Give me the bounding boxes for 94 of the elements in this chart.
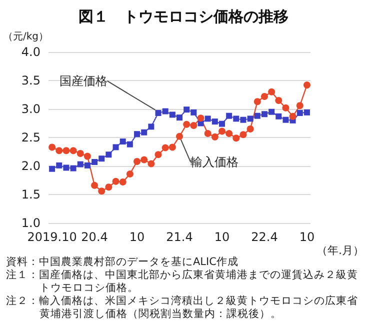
x-tick-label: 22.4 xyxy=(251,230,278,244)
point xyxy=(176,114,183,121)
point xyxy=(254,112,260,119)
point xyxy=(246,125,254,132)
point xyxy=(112,144,119,150)
point xyxy=(184,106,190,113)
point xyxy=(204,130,212,138)
point xyxy=(126,170,134,178)
point xyxy=(92,159,98,166)
point xyxy=(120,138,126,144)
x-tick-label: 21.4 xyxy=(166,230,193,244)
text: 注１：国産価格は、中国東北部から広東省黄埔港までの運賃込み２級黄トウモロコシ価格。 xyxy=(6,269,359,295)
point xyxy=(218,128,226,135)
series-label: 輸入価格 xyxy=(190,154,239,169)
point xyxy=(155,110,162,116)
point xyxy=(162,108,168,114)
point xyxy=(276,113,282,120)
y-tick-label: 1.5 xyxy=(21,188,41,202)
point xyxy=(84,152,91,160)
point xyxy=(56,147,63,154)
x-tick-label: 20.4 xyxy=(81,230,108,244)
point xyxy=(247,116,254,122)
point xyxy=(190,109,197,116)
point xyxy=(70,147,77,154)
point xyxy=(254,98,261,106)
point xyxy=(62,147,70,154)
point xyxy=(134,158,141,165)
point xyxy=(63,164,70,171)
x-tick-label: 10 xyxy=(214,230,230,244)
point xyxy=(84,162,90,168)
point xyxy=(303,82,310,89)
point xyxy=(56,162,62,168)
y-tick-label: 3.0 xyxy=(21,102,41,116)
point xyxy=(48,144,56,151)
point xyxy=(76,150,84,157)
point xyxy=(268,108,275,115)
point xyxy=(112,178,120,185)
y-tick-label: 2.0 xyxy=(21,159,41,173)
point xyxy=(304,109,310,116)
y-tick-label: 4.0 xyxy=(21,45,41,59)
point xyxy=(91,182,98,189)
point xyxy=(282,116,289,123)
x-tick-label: 2019.10 xyxy=(27,230,77,244)
point xyxy=(296,102,304,110)
point xyxy=(282,104,290,112)
point xyxy=(197,114,204,122)
y-tick-label: 3.5 xyxy=(21,74,41,88)
point xyxy=(49,166,56,172)
point xyxy=(154,151,162,158)
point xyxy=(212,118,218,125)
point xyxy=(98,156,105,162)
point xyxy=(168,144,176,151)
point xyxy=(261,111,268,118)
point xyxy=(134,131,140,138)
point xyxy=(141,129,148,136)
text: 注２：輸入価格は、米国メキシコ湾積出し２級黄トウモロコシの広東省黄埔港引渡し価格（関税割当数量内：課税後）。 xyxy=(6,295,359,321)
point xyxy=(190,122,198,130)
point xyxy=(275,96,282,104)
y-axis-title: （元/kg） xyxy=(2,32,49,42)
point xyxy=(240,116,246,123)
point xyxy=(70,165,76,172)
y-tick-label: 2.5 xyxy=(21,130,41,144)
y-tick-label: 1.0 xyxy=(21,216,41,230)
point xyxy=(232,134,240,142)
point xyxy=(268,88,276,96)
point xyxy=(169,112,176,118)
chart-title: 図１ トウモロコシ価格の推移 xyxy=(78,8,288,26)
point xyxy=(77,161,84,168)
point xyxy=(204,116,211,122)
point xyxy=(105,184,112,191)
point xyxy=(226,130,233,138)
point xyxy=(148,160,155,168)
text: 国産価格 xyxy=(59,74,108,88)
x-axis-title: （年.月） xyxy=(316,244,364,257)
point xyxy=(148,124,154,130)
point xyxy=(162,144,169,152)
x-tick-label: 10 xyxy=(299,230,315,244)
point xyxy=(226,112,232,119)
point xyxy=(233,116,240,122)
x-tick-label: 10 xyxy=(129,230,145,244)
text: 資料：中国農業農村部のデータを基にALIC作成 xyxy=(6,256,240,269)
point xyxy=(126,141,133,148)
point xyxy=(218,120,225,127)
point xyxy=(176,132,184,140)
point xyxy=(106,152,112,158)
point xyxy=(211,133,218,140)
point xyxy=(289,112,296,120)
point xyxy=(260,92,268,100)
point xyxy=(140,156,148,164)
point xyxy=(296,110,303,116)
point xyxy=(119,178,126,186)
point xyxy=(183,120,190,128)
point xyxy=(98,188,106,195)
point xyxy=(240,131,247,138)
